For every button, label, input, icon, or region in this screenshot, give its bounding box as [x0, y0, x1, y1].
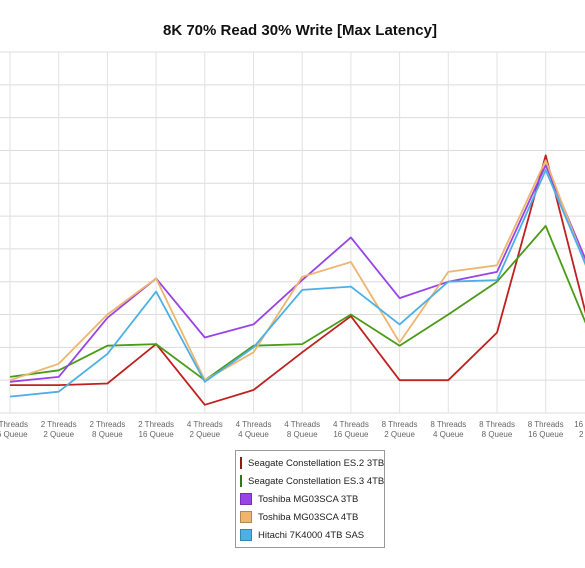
x-tick-label: 8 Threads	[430, 420, 466, 429]
legend-item: Toshiba MG03SCA 4TB	[240, 508, 380, 526]
series-lines	[9, 154, 585, 406]
x-tick-label: 8 Threads	[479, 420, 515, 429]
x-tick-label: 2 Queue	[43, 430, 74, 439]
x-tick-label: 16 Queue	[139, 430, 175, 439]
x-tick-label: 16 Queue	[528, 430, 564, 439]
x-tick-label: 4 Threads	[187, 420, 223, 429]
x-tick-label: 8 Queue	[92, 430, 123, 439]
x-tick-label: 1 Threads	[0, 420, 28, 429]
x-tick-label: 2 Queue	[579, 430, 585, 439]
x-tick-label: 2 Queue	[384, 430, 415, 439]
x-tick-label: 4 Threads	[284, 420, 320, 429]
x-tick-label: 8 Threads	[528, 420, 564, 429]
series-line-5	[9, 169, 585, 398]
legend-swatch	[240, 511, 252, 523]
x-tick-label: 8 Queue	[287, 430, 318, 439]
legend-item: Seagate Constellation ES.2 3TB	[240, 454, 384, 472]
x-tick-label: 16 Queue	[333, 430, 369, 439]
legend-item: Toshiba MG03SCA 3TB	[240, 490, 380, 508]
legend-swatch	[240, 475, 242, 487]
legend-label: Hitachi 7K4000 4TB SAS	[258, 529, 365, 541]
x-tick-label: 2 Threads	[89, 420, 125, 429]
series-line-3	[9, 164, 585, 383]
legend-label: Seagate Constellation ES.3 4TB	[248, 475, 385, 487]
x-tick-label: 8 Threads	[382, 420, 418, 429]
series-line-2	[9, 224, 585, 382]
legend-item: Hitachi 7K4000 4TB SAS	[240, 526, 380, 544]
x-tick-label: 2 Threads	[138, 420, 174, 429]
series-line-4	[9, 159, 585, 382]
x-tick-label: 4 Queue	[433, 430, 464, 439]
legend-swatch	[240, 457, 242, 469]
x-tick-label: 2 Threads	[41, 420, 77, 429]
x-tick-label: 4 Threads	[333, 420, 369, 429]
x-tick-label: 16 Queue	[0, 430, 28, 439]
legend-swatch	[240, 493, 252, 505]
legend-item: Seagate Constellation ES.3 4TB	[240, 472, 384, 490]
legend: Seagate Constellation ES.2 3TB Seagate Co…	[235, 450, 385, 548]
legend-swatch	[240, 529, 252, 541]
x-tick-label: 4 Threads	[236, 420, 272, 429]
x-tick-label: 2 Queue	[189, 430, 220, 439]
x-tick-label: 4 Queue	[238, 430, 269, 439]
chart-title: 8K 70% Read 30% Write [Max Latency]	[163, 22, 437, 39]
legend-label: Toshiba MG03SCA 3TB	[258, 493, 359, 505]
x-tick-label: 16 Threads	[574, 420, 585, 429]
legend-label: Seagate Constellation ES.2 3TB	[248, 457, 385, 469]
grid	[0, 51, 585, 414]
legend-label: Toshiba MG03SCA 4TB	[258, 511, 359, 523]
x-tick-label: 8 Queue	[482, 430, 513, 439]
